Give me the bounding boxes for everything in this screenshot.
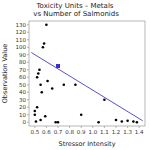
x-tick-label: 0.6 [42,129,51,135]
y-tick [27,54,29,55]
y-tick [27,99,29,100]
y-tick-label: 110 [16,37,27,43]
chart: Toxicity Units – Metals vs Number of Sal… [0,0,150,150]
x-tick [69,126,70,128]
x-tick-label: 0.5 [30,129,39,135]
y-tick-label: 130 [16,22,27,28]
scatter-point [57,121,60,124]
x-tick-label: 0.9 [77,129,86,135]
y-tick [27,122,29,123]
y-tick [27,39,29,40]
y-tick-label: 100 [16,44,27,50]
x-tick [104,126,105,128]
x-axis-label: Stressor Intensity [59,140,116,148]
scatter-point [97,121,100,124]
plot-area [31,23,142,123]
x-tick-label: 1.0 [88,129,97,135]
y-axis-label: Observation Value [1,44,9,104]
scatter-point [39,119,42,122]
scatter-point [54,121,57,124]
y-tick [27,92,29,93]
scatter-point [126,119,129,122]
x-tick [127,126,128,128]
x-tick-label: 1.1 [100,129,109,135]
plot-frame [29,21,145,126]
y-tick-label: 30 [19,97,26,103]
y-tick-label: 90 [19,52,26,58]
x-tick [81,126,82,128]
y-tick [27,69,29,70]
y-tick-label: 120 [16,29,27,35]
scatter-point [40,91,43,94]
title-line: vs Number of Salmonids [31,10,119,18]
scatter-point [45,23,48,26]
scatter-point [115,119,118,122]
y-tick-label: 40 [19,89,26,95]
scatter-point [39,83,42,86]
scatter-point [42,46,45,49]
y-tick-label: 60 [19,74,26,80]
y-tick [27,32,29,33]
x-tick-label: 1.2 [112,129,121,135]
scatter-point [132,120,135,123]
x-tick [46,126,47,128]
y-tick-label: 20 [19,104,26,110]
x-tick [92,126,93,128]
scatter-point [74,83,77,86]
y-tick [27,77,29,78]
trend-line [31,53,142,121]
scatter-point [103,98,106,101]
y-tick [27,107,29,108]
x-tick [58,126,59,128]
scatter-point [36,76,39,79]
y-tick-label: 0 [23,119,27,125]
scatter-point [34,113,37,116]
scatter-point [136,121,139,124]
scatter-point [80,113,83,116]
title: Toxicity Units – Metals vs Number of Sal… [31,2,119,18]
x-tick-label: 0.8 [65,129,74,135]
scatter-point [63,83,66,86]
y-tick [27,47,29,48]
x-tick [116,126,117,128]
highlight-point [56,64,60,68]
x-tick-label: 1.3 [123,129,132,135]
scatter-point [37,72,40,75]
scatter-point [35,120,38,123]
x-tick-label: 0.7 [54,129,63,135]
y-tick [27,114,29,115]
scatter-point [51,87,54,90]
scatter-point [43,42,46,45]
y-tick [27,24,29,25]
y-tick-label: 70 [19,67,26,73]
y-tick [27,84,29,85]
scatter-point [38,68,41,71]
y-tick-label: 10 [19,112,26,118]
scatter-point [34,110,37,113]
title-line: Toxicity Units – Metals [36,2,114,10]
scatter-point [36,106,39,109]
scatter-point [121,120,124,123]
x-tick [34,126,35,128]
y-tick-label: 50 [19,82,26,88]
y-tick [27,62,29,63]
x-tick [139,126,140,128]
x-tick-label: 1.4 [135,129,144,135]
scatter-point [46,80,49,83]
scatter-point [44,115,47,118]
y-tick-label: 80 [19,59,26,65]
